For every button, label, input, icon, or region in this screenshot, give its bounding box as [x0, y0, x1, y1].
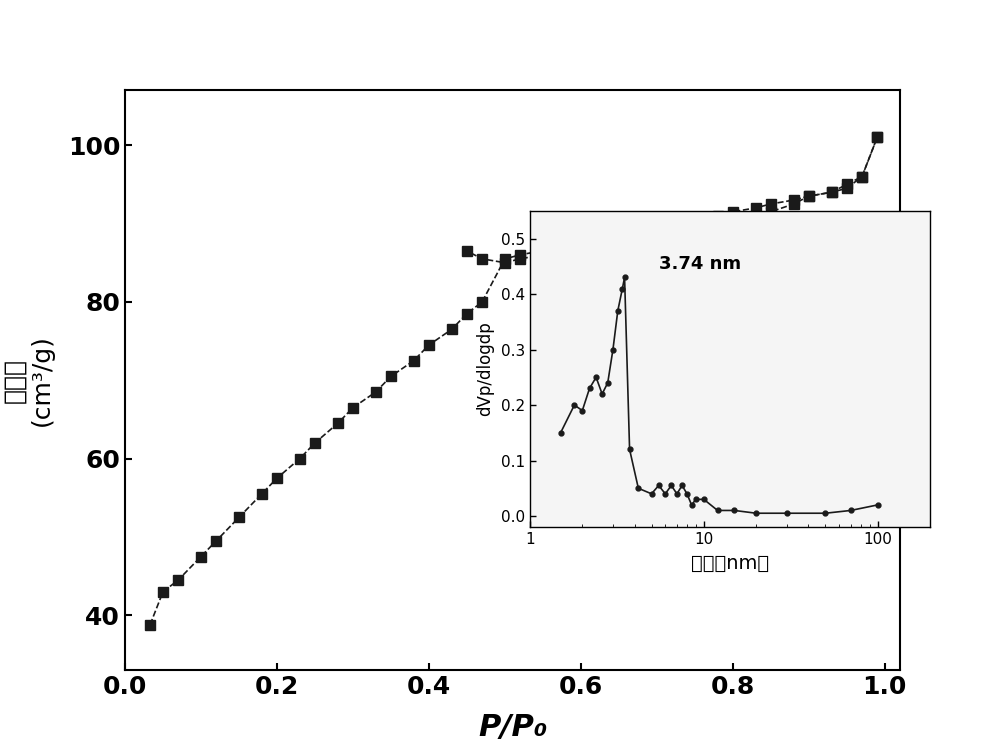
X-axis label: P/P₀: P/P₀ [478, 713, 547, 742]
Y-axis label: 吸附量
(cm³/g): 吸附量 (cm³/g) [2, 334, 54, 426]
X-axis label: 孔径（nm）: 孔径（nm） [691, 554, 769, 573]
Text: 3.74 nm: 3.74 nm [659, 255, 741, 273]
Y-axis label: dVp/dlogdp: dVp/dlogdp [476, 322, 494, 416]
